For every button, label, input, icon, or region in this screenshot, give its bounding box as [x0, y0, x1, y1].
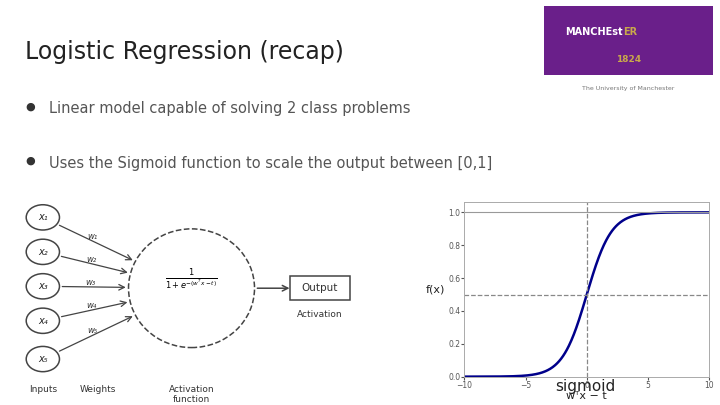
Text: ER: ER — [623, 27, 637, 37]
Text: Linear model capable of solving 2 class problems: Linear model capable of solving 2 class … — [49, 101, 410, 116]
FancyBboxPatch shape — [544, 6, 713, 75]
Text: 1824: 1824 — [616, 55, 641, 64]
Text: MANCHEst: MANCHEst — [565, 27, 623, 37]
Text: sigmoid: sigmoid — [555, 379, 616, 394]
X-axis label: wᵀx − t: wᵀx − t — [567, 391, 607, 401]
Text: Activation
function: Activation function — [168, 385, 215, 404]
Text: Logistic Regression (recap): Logistic Regression (recap) — [25, 40, 344, 64]
Text: $\frac{1}{1+e^{-(w^Tx-t)}}$: $\frac{1}{1+e^{-(w^Tx-t)}}$ — [165, 268, 218, 292]
Text: x₄: x₄ — [38, 316, 48, 326]
Text: Activation: Activation — [297, 310, 343, 320]
Text: ●: ● — [25, 156, 35, 166]
Text: w₁: w₁ — [87, 232, 97, 241]
Text: Output: Output — [302, 283, 338, 293]
Text: w₅: w₅ — [87, 326, 97, 335]
Text: x₃: x₃ — [38, 281, 48, 291]
Text: Inputs: Inputs — [29, 385, 57, 394]
FancyBboxPatch shape — [290, 276, 350, 300]
Text: Weights: Weights — [80, 385, 117, 394]
Text: w₃: w₃ — [86, 278, 96, 287]
Text: x₁: x₁ — [38, 212, 48, 222]
Y-axis label: f(x): f(x) — [426, 285, 446, 294]
Text: x₂: x₂ — [38, 247, 48, 257]
Text: x₅: x₅ — [38, 354, 48, 364]
Text: ●: ● — [25, 101, 35, 111]
Text: w₂: w₂ — [86, 254, 96, 264]
Text: w₄: w₄ — [86, 301, 96, 310]
Text: The University of Manchester: The University of Manchester — [582, 86, 675, 92]
Text: Uses the Sigmoid function to scale the output between [0,1]: Uses the Sigmoid function to scale the o… — [49, 156, 492, 171]
